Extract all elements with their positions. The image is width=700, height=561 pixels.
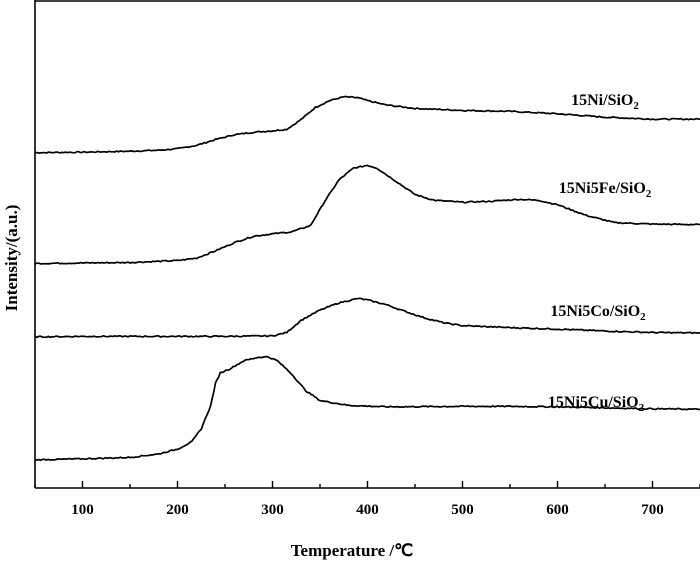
x-tick-label: 300 [261,502,284,518]
series-label-subscript: 2 [639,402,645,414]
series-label-main: 15Ni/SiO [571,92,633,109]
x-tick-label: 400 [356,502,379,518]
y-axis-title: Intensity/(a.u.) [2,205,21,312]
series-label-4: 15Ni5Cu/SiO2 [548,394,645,414]
x-axis-title: Temperature /℃ [291,541,414,560]
series-label-main: 15Ni5Co/SiO [550,303,640,320]
series-label-2: 15Ni5Fe/SiO2 [559,180,652,200]
series-label-1: 15Ni/SiO2 [571,92,639,112]
x-tick-label: 700 [641,502,664,518]
series-lines [34,95,700,462]
x-axis-tick-labels: 100 200 300 400 500 600 700 [71,502,664,518]
series-line-2 [34,164,700,265]
x-tick-label: 100 [71,502,94,518]
x-tick-label: 200 [166,502,189,518]
series-label-main: 15Ni5Fe/SiO [559,180,646,197]
plot-frame [34,0,700,489]
series-label-subscript: 2 [646,188,652,200]
series-labels: 15Ni/SiO215Ni5Fe/SiO215Ni5Co/SiO215Ni5Cu… [548,92,652,414]
series-line-4 [34,355,700,462]
series-label-3: 15Ni5Co/SiO2 [550,303,646,323]
x-tick-label: 600 [546,502,569,518]
series-line-3 [34,297,700,339]
series-label-main: 15Ni5Cu/SiO [548,394,639,411]
x-axis-ticks [34,481,700,488]
series-label-subscript: 2 [640,311,646,323]
series-line-1 [34,95,700,154]
x-tick-label: 500 [451,502,474,518]
series-label-subscript: 2 [633,100,639,112]
